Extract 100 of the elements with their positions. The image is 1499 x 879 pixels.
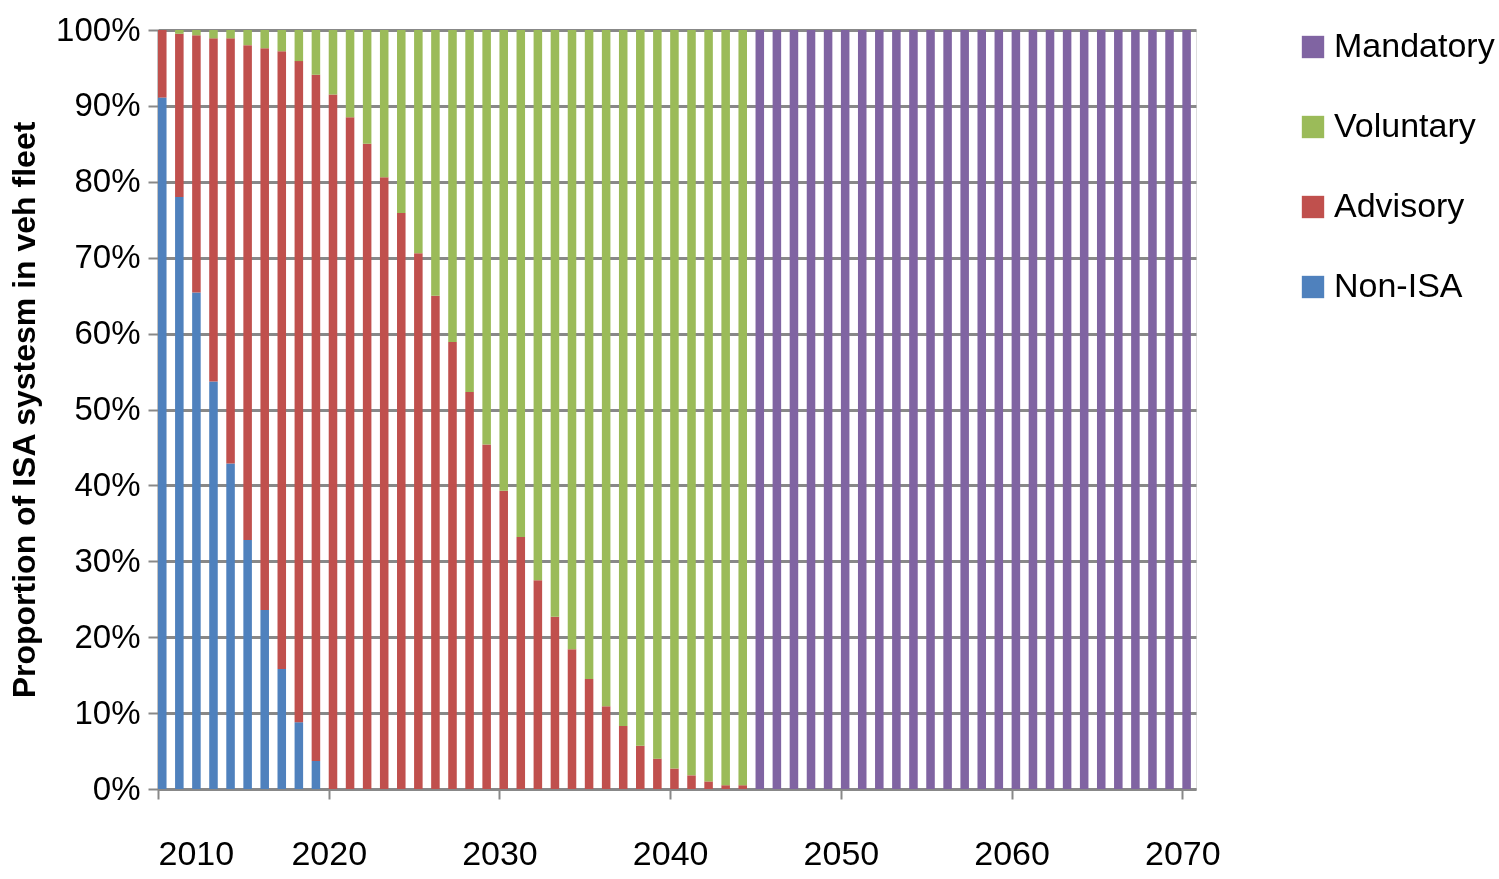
y-tick-label: 30% — [74, 541, 141, 579]
bar — [431, 295, 440, 789]
bar — [772, 30, 782, 789]
bar — [1028, 30, 1038, 789]
y-tick-label: 40% — [74, 465, 141, 503]
bar — [311, 760, 321, 789]
y-tick-label: 20% — [74, 617, 141, 655]
bar — [721, 785, 730, 789]
bar — [192, 292, 201, 789]
bar — [755, 30, 765, 789]
bar — [567, 30, 577, 650]
bar — [158, 97, 167, 789]
x-tick-label: 2060 — [974, 833, 1050, 872]
bar — [721, 30, 730, 786]
bar — [431, 30, 440, 296]
bar — [448, 341, 457, 789]
x-tick-label: 2070 — [1145, 833, 1221, 872]
x-tick-label: 2010 — [158, 833, 235, 872]
bar — [362, 30, 372, 144]
bar — [260, 30, 269, 49]
bar — [704, 30, 713, 782]
bar — [1148, 30, 1157, 789]
bar — [601, 706, 611, 789]
bar — [277, 669, 287, 789]
bar — [670, 768, 679, 789]
bar — [1131, 30, 1140, 789]
bar — [158, 30, 167, 98]
x-tick-label: 2050 — [803, 833, 880, 872]
bar — [601, 30, 611, 707]
bar — [636, 745, 645, 789]
bar — [1182, 30, 1191, 789]
bar — [226, 463, 235, 789]
bar — [550, 30, 560, 617]
bar — [294, 722, 304, 789]
bar — [653, 30, 662, 759]
bar — [1096, 30, 1106, 789]
bar — [1045, 30, 1055, 789]
bar — [926, 30, 935, 789]
bar — [311, 74, 321, 761]
bar — [533, 30, 543, 581]
bar — [414, 253, 423, 789]
bar — [482, 444, 491, 789]
bar — [277, 30, 287, 52]
bar — [738, 30, 747, 786]
y-tick-label: 70% — [74, 238, 141, 276]
bar — [175, 33, 184, 197]
bar — [379, 30, 389, 178]
bar — [192, 30, 201, 36]
bar — [823, 30, 833, 789]
bar — [857, 30, 867, 789]
y-tick-label: 60% — [74, 314, 141, 352]
y-tick-label: 80% — [74, 162, 141, 200]
bar — [789, 30, 799, 789]
bar — [516, 537, 526, 789]
bar — [670, 30, 679, 769]
bar — [226, 30, 235, 39]
bar — [482, 30, 491, 445]
bar — [550, 616, 560, 789]
bar — [738, 785, 747, 789]
bar — [397, 30, 406, 213]
bar — [397, 212, 406, 789]
bar — [243, 45, 252, 541]
bar — [448, 30, 457, 342]
x-tick-label: 2030 — [462, 833, 538, 872]
bar — [687, 30, 696, 776]
y-tick-label: 90% — [74, 86, 141, 124]
bar — [414, 30, 423, 254]
bar — [175, 30, 184, 34]
legend-label: Advisory — [1334, 186, 1465, 224]
bar — [653, 758, 662, 789]
bar — [1114, 30, 1123, 789]
bar — [311, 30, 321, 75]
bar — [209, 381, 218, 789]
x-tick-label: 2040 — [632, 833, 709, 872]
x-tick-label: 2020 — [291, 833, 368, 872]
bar — [243, 30, 252, 46]
y-tick-label: 100% — [56, 10, 141, 48]
bar — [618, 726, 628, 789]
bar — [1011, 30, 1021, 789]
bar — [909, 30, 918, 789]
bar — [892, 30, 901, 789]
legend-label: Mandatory — [1334, 26, 1495, 64]
y-axis-title: Proportion of ISA systesm in veh fleet — [6, 121, 43, 699]
bar — [994, 30, 1004, 789]
bar — [328, 30, 338, 95]
bar — [260, 48, 269, 610]
bar — [294, 61, 304, 723]
bar — [345, 117, 355, 789]
bar — [584, 30, 594, 679]
bar — [465, 392, 474, 789]
bar — [687, 775, 696, 789]
bar — [260, 609, 269, 789]
bar — [533, 580, 543, 789]
bar — [1079, 30, 1089, 789]
bar — [618, 30, 628, 726]
bar — [840, 30, 850, 789]
bar — [226, 38, 235, 464]
bar — [516, 30, 526, 538]
bar — [465, 30, 474, 393]
bar — [806, 30, 816, 789]
